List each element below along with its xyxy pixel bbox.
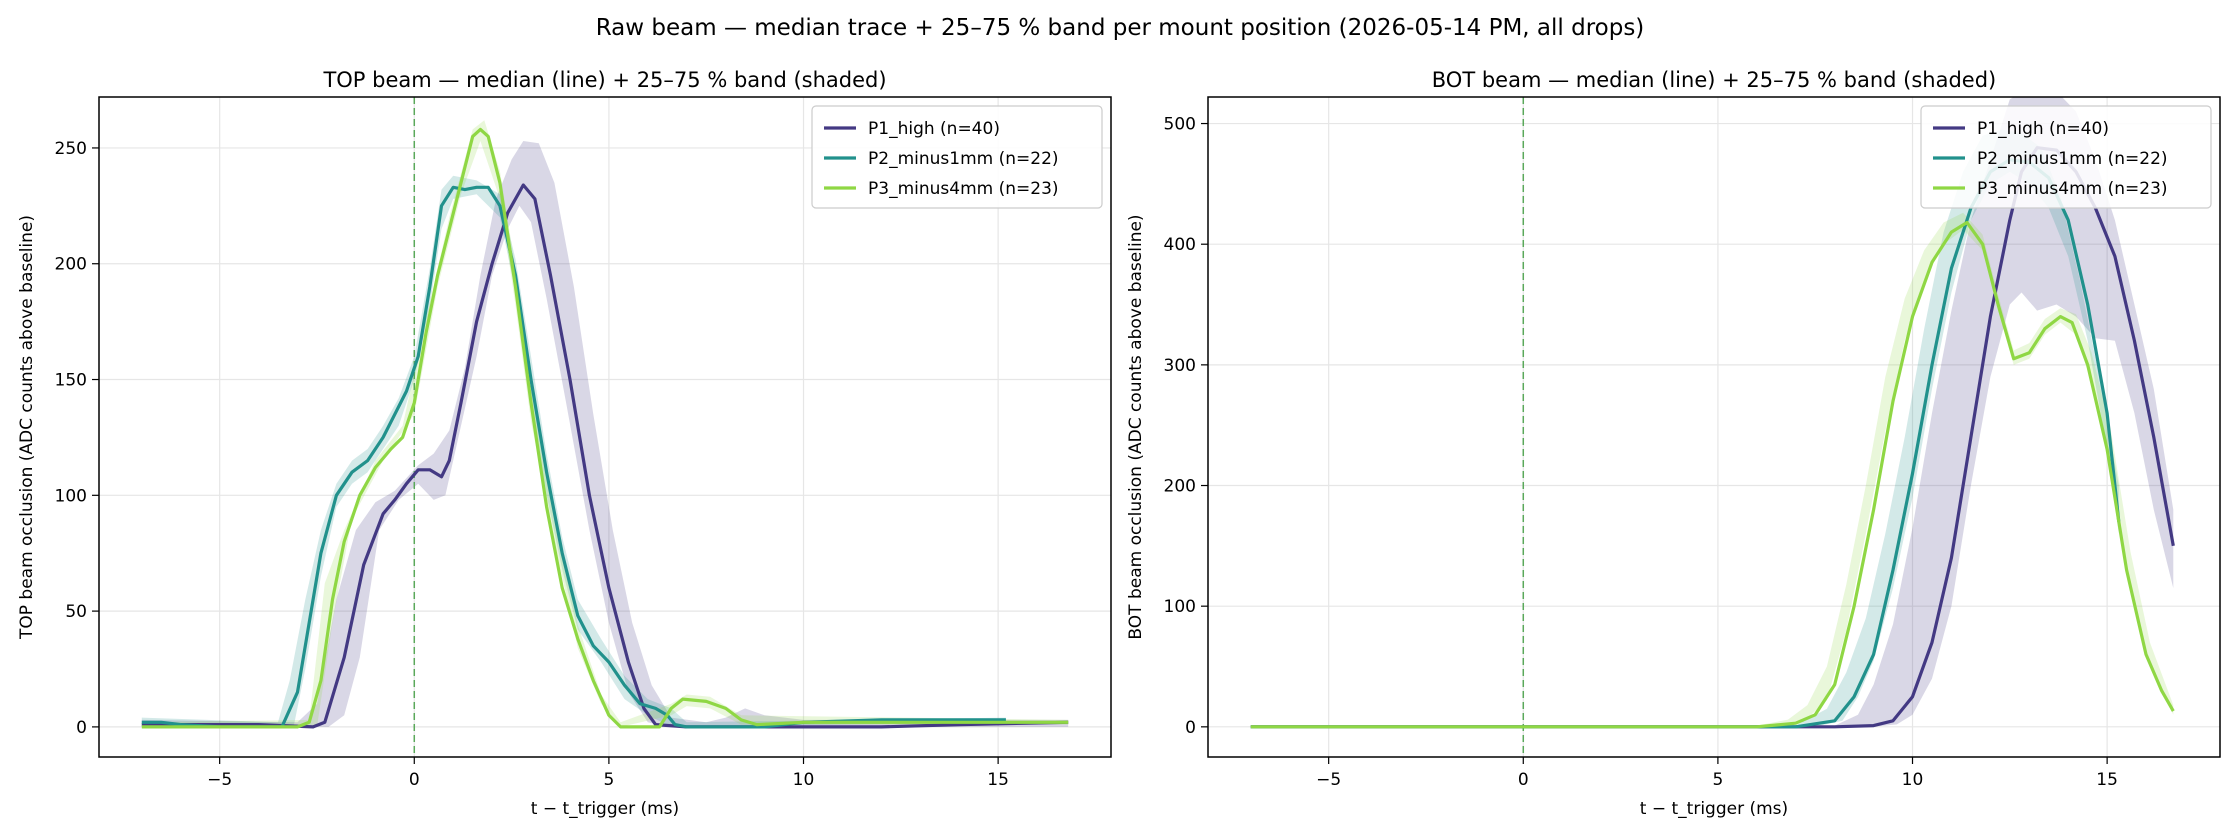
bot-legend-label-P3_minus4mm: P3_minus4mm (n=23) (1977, 179, 2168, 199)
top-band-P1_high (141, 141, 1069, 727)
bot-ytick-label: 500 (1164, 115, 1196, 135)
bot-ytick-label: 300 (1164, 356, 1196, 376)
top-ytick-label: 250 (55, 139, 87, 159)
bot-median-P1_high (1250, 146, 2175, 729)
bot-panel: −5 0 5 10 15 0 100 200 300 400 500 BOT beam — media… (1126, 68, 2221, 819)
bot-xtick-label: 0 (1518, 770, 1529, 790)
bot-median-P3_minus4mm (1250, 220, 2175, 729)
top-median-P2_minus1mm (141, 185, 1006, 729)
top-median-P1_high (141, 183, 1069, 729)
figure-suptitle: Raw beam — median trace + 25–75 % band p… (596, 15, 1645, 41)
bot-ytick-label: 200 (1164, 477, 1196, 497)
bot-xtick-label: 15 (2096, 770, 2118, 790)
bot-median-P2_minus1mm (1250, 158, 2121, 729)
top-band-P3_minus4mm (141, 120, 1069, 727)
bot-axes-frame (1207, 96, 2221, 758)
bot-plot-area (1250, 97, 2175, 757)
bot-ytick-label: 100 (1164, 597, 1196, 617)
bot-ytick-label: 400 (1164, 235, 1196, 255)
top-ytick-label: 50 (65, 602, 87, 622)
bot-band-P1_high (1250, 97, 2174, 727)
top-legend-label-P3_minus4mm: P3_minus4mm (n=23) (868, 179, 1059, 199)
bot-xtick-label: −5 (1316, 770, 1341, 790)
top-band-P2_minus1mm (141, 175, 1006, 727)
top-legend-label-P1_high: P1_high (n=40) (868, 119, 1000, 139)
top-axes-frame (98, 96, 1112, 758)
bot-panel-title: BOT beam — median (line) + 25–75 % band … (1432, 68, 1996, 92)
bot-legend: P1_high (n=40) P2_minus1mm (n=22) P3_minus… (1920, 105, 2212, 209)
top-legend-box (811, 105, 1103, 209)
top-ytick-label: 100 (55, 486, 87, 506)
bot-ytick-label: 0 (1185, 718, 1196, 738)
bot-legend-box (1920, 105, 2212, 209)
top-plot-area (141, 97, 1069, 757)
bot-xtick-label: 5 (1712, 770, 1723, 790)
bot-xtick-label: 10 (1902, 770, 1924, 790)
top-panel-title: TOP beam — median (line) + 25–75 % band … (322, 68, 886, 92)
top-xtick-label: 5 (603, 770, 614, 790)
bot-legend-label-P2_minus1mm: P2_minus1mm (n=22) (1977, 149, 2168, 169)
top-median-P3_minus4mm (141, 127, 1069, 729)
top-x-axis-label: t − t_trigger (ms) (531, 799, 679, 819)
top-xtick-label: 10 (793, 770, 815, 790)
bot-y-axis-label: BOT beam occlusion (ADC counts above bas… (1126, 214, 1146, 639)
bot-legend-label-P1_high: P1_high (n=40) (1977, 119, 2109, 139)
top-legend: P1_high (n=40) P2_minus1mm (n=22) P3_minus… (811, 105, 1103, 209)
top-legend-label-P2_minus1mm: P2_minus1mm (n=22) (868, 149, 1059, 169)
top-xtick-label: 15 (987, 770, 1009, 790)
bot-x-axis-label: t − t_trigger (ms) (1640, 799, 1788, 819)
top-xtick-label: 0 (409, 770, 420, 790)
top-ytick-label: 200 (55, 255, 87, 275)
top-xtick-label: −5 (207, 770, 232, 790)
top-ytick-label: 150 (55, 371, 87, 391)
top-y-axis-label: TOP beam occlusion (ADC counts above bas… (17, 215, 37, 640)
top-ytick-label: 0 (76, 718, 87, 738)
